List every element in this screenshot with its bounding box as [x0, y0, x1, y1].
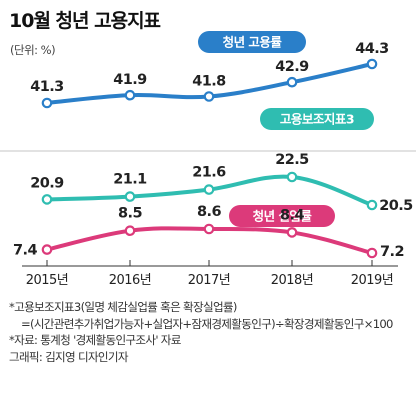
value-label-s3-1: 7.4 [13, 243, 37, 259]
chart-notes: *고용보조지표3(일명 체감실업률 혹은 확장실업률) =(시간관련추가취업가능… [9, 299, 417, 365]
note-source: *자료: 통계청 '경제활동인구조사' 자료 [9, 333, 181, 347]
data-point-s3-5 [366, 247, 378, 259]
data-point-s1-3 [203, 91, 215, 102]
data-point-s1-2 [124, 89, 136, 101]
value-label-s1-3: 41.8 [192, 74, 226, 90]
value-label-s3-5: 7.2 [380, 244, 404, 260]
value-label-s2-4: 22.5 [275, 152, 309, 168]
value-label-s1-4: 42.9 [275, 59, 309, 75]
value-label-s1-1: 41.3 [30, 79, 63, 95]
series-legend-pill-2 [260, 108, 374, 130]
note-credit: 그래픽: 김지영 디자인기자 [9, 349, 129, 364]
value-label-s2-3: 21.6 [192, 165, 226, 181]
x-tick-label-3: 2017년 [188, 273, 231, 288]
data-point-s1-5 [366, 58, 378, 70]
data-point-s3-2 [124, 225, 136, 237]
series-legend-pill-3 [229, 205, 335, 227]
series-legend-pill-1 [198, 31, 306, 53]
note-formula: =(시간관련추가취업가능자+실업자+잠재경제활동인구)÷확장경제활동인구×100 [21, 316, 393, 331]
series-legend-label-1: 청년 고용률 [223, 35, 283, 50]
series-legend-label-3: 청년 실업률 [253, 209, 313, 224]
x-tick-label-1: 2015년 [26, 273, 69, 288]
data-point-s1-4 [286, 76, 298, 88]
data-point-s3-4 [286, 227, 298, 238]
value-label-s1-5: 44.3 [355, 41, 388, 57]
series-legend-label-2: 고용보조지표3 [280, 112, 354, 127]
x-tick-label-2: 2016년 [109, 273, 152, 288]
value-label-s2-2: 21.1 [113, 172, 147, 188]
value-label-s1-2: 41.9 [113, 72, 147, 88]
data-point-s2-3 [203, 184, 215, 195]
value-label-s3-2: 8.5 [118, 206, 142, 222]
value-label-s2-5: 20.5 [379, 198, 413, 214]
x-tick-label-5: 2019년 [351, 273, 394, 288]
value-label-s3-4: 8.4 [280, 207, 304, 223]
x-tick-label-4: 2018년 [271, 273, 314, 288]
data-point-s2-5 [366, 199, 378, 211]
value-label-s2-1: 20.9 [30, 175, 64, 191]
chart-title: 10월 청년 고용지표 [9, 10, 161, 32]
unit-label: (단위: %) [10, 43, 56, 57]
data-point-s3-1 [41, 244, 53, 255]
note-definition: *고용보조지표3(일명 체감실업률 혹은 확장실업률) [9, 300, 237, 314]
data-point-s2-2 [124, 191, 136, 202]
value-label-s3-3: 8.6 [197, 204, 221, 220]
data-point-s2-4 [286, 171, 298, 183]
data-point-s1-1 [41, 97, 53, 109]
data-point-s3-3 [203, 223, 215, 235]
data-point-s2-1 [41, 194, 53, 205]
